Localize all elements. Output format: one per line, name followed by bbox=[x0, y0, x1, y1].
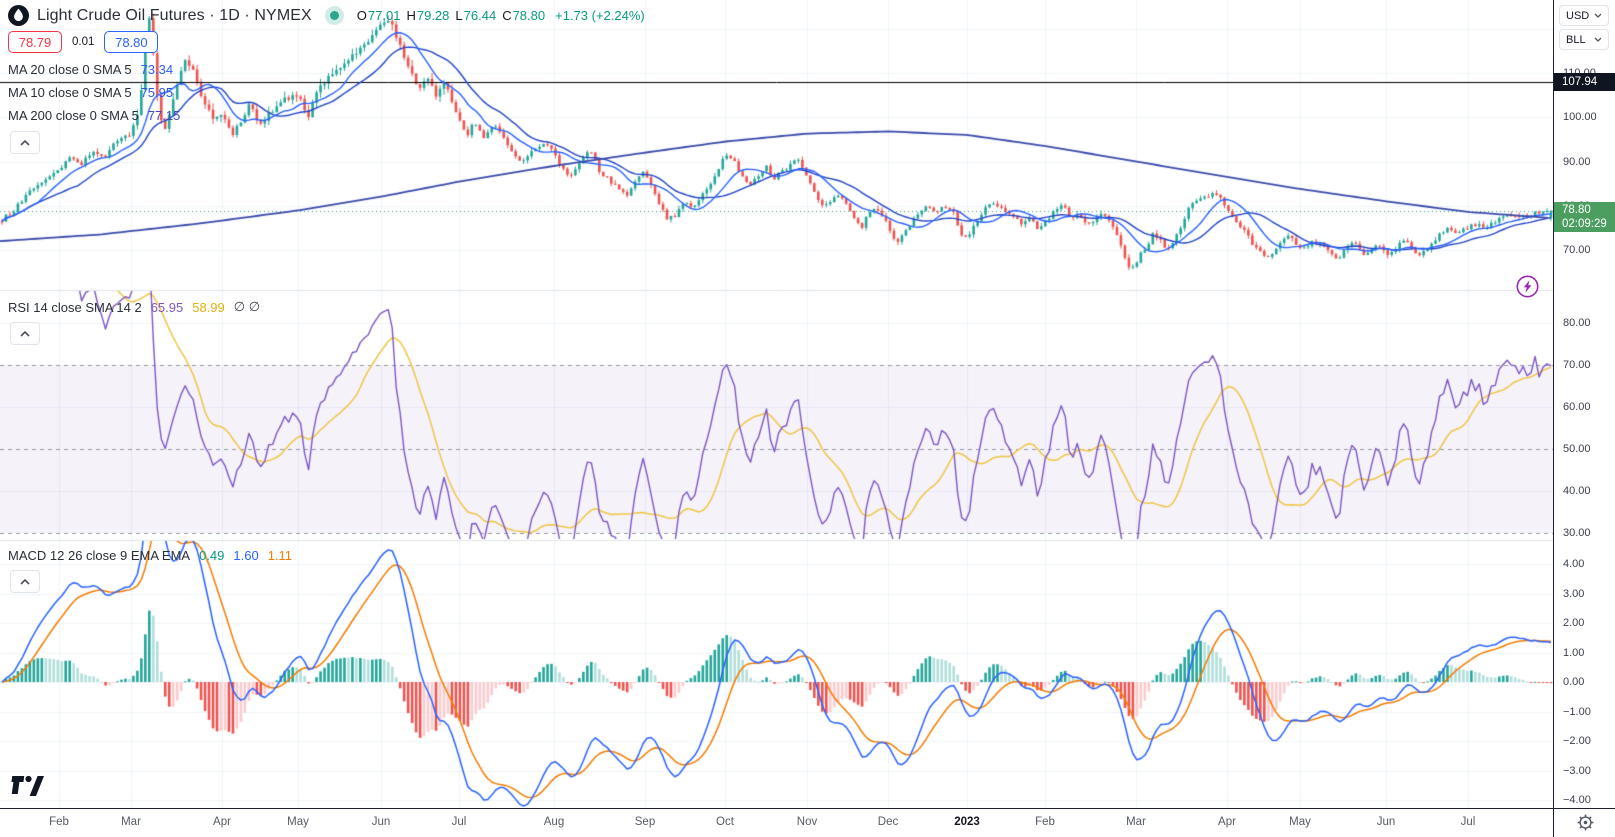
ma20-legend[interactable]: MA 20 close 0 SMA 5 73.34 bbox=[8, 62, 173, 77]
low-value: 76.44 bbox=[463, 8, 497, 23]
price-axis[interactable]: USD BLL 110.00100.0090.0080.0070.0080.00… bbox=[1553, 0, 1615, 808]
price-axis-label: 70.00 bbox=[1563, 359, 1591, 371]
rsi-ma-value: 58.99 bbox=[192, 299, 225, 315]
tradingview-logo-icon[interactable] bbox=[10, 774, 44, 796]
market-status-icon[interactable] bbox=[329, 11, 339, 20]
ma20-label: MA 20 close 0 SMA 5 bbox=[8, 62, 132, 77]
ma200-label: MA 200 close 0 SMA 5 bbox=[8, 108, 139, 123]
time-axis-label: Mar bbox=[1126, 816, 1146, 828]
price-axis-label: 50.00 bbox=[1563, 443, 1591, 455]
time-axis-label: Jun bbox=[371, 816, 391, 828]
symbol-title[interactable]: Light Crude Oil Futures · 1D · NYMEX bbox=[37, 6, 312, 24]
time-axis-label: Dec bbox=[877, 816, 899, 828]
price-axis-label: 80.00 bbox=[1563, 317, 1591, 329]
ma10-legend[interactable]: MA 10 close 0 SMA 5 75.95 bbox=[8, 85, 173, 100]
rsi-legend[interactable]: RSI 14 close SMA 14 2 65.95 58.99 ∅ ∅ bbox=[8, 299, 260, 315]
rsi-label: RSI 14 close SMA 14 2 bbox=[8, 299, 142, 315]
time-axis-label: Oct bbox=[716, 816, 734, 828]
time-axis-label: Feb bbox=[49, 816, 69, 828]
ma200-legend[interactable]: MA 200 close 0 SMA 5 77.15 bbox=[8, 108, 180, 123]
high-label: H bbox=[406, 8, 416, 23]
unit-value: BLL bbox=[1566, 33, 1586, 46]
symbol-header: Light Crude Oil Futures · 1D · NYMEX O77… bbox=[8, 5, 645, 26]
lightning-icon bbox=[1516, 275, 1539, 298]
price-axis-label: 30.00 bbox=[1563, 527, 1591, 539]
chart-canvas[interactable] bbox=[0, 0, 1553, 808]
open-label: O bbox=[356, 8, 367, 23]
price-axis-label: −3.00 bbox=[1563, 764, 1591, 777]
time-axis-label: 2023 bbox=[954, 816, 980, 828]
macd-signal-value: 1.11 bbox=[267, 548, 293, 563]
price-axis-label: 4.00 bbox=[1563, 558, 1585, 570]
macd-hist-value: 0.49 bbox=[199, 548, 225, 563]
gear-icon[interactable] bbox=[1577, 814, 1594, 831]
time-axis-label: Mar bbox=[121, 816, 141, 828]
rsi-panel-collapse-button[interactable] bbox=[10, 322, 40, 345]
time-axis-label: Jul bbox=[1460, 816, 1476, 828]
change-value: +1.73 (+2.24%) bbox=[555, 8, 645, 23]
ohlc-values: O77.01 H79.28 L76.44 C78.80 +1.73 (+2.24… bbox=[357, 8, 645, 23]
high-value: 79.28 bbox=[416, 8, 450, 23]
price-axis-label: 70.00 bbox=[1563, 244, 1591, 256]
axis-corner bbox=[1553, 808, 1615, 837]
low-label: L bbox=[455, 8, 463, 23]
price-axis-label: 60.00 bbox=[1563, 401, 1591, 413]
price-axis-label: 90.00 bbox=[1563, 155, 1591, 168]
last-price: 78.80 bbox=[1562, 204, 1591, 217]
buy-button[interactable]: 78.80 bbox=[104, 31, 159, 53]
symbol-logo-icon bbox=[8, 5, 29, 26]
close-value: 78.80 bbox=[512, 8, 546, 23]
price-axis-label: 2.00 bbox=[1563, 617, 1585, 629]
price-axis-label: −1.00 bbox=[1563, 705, 1591, 718]
currency-value: USD bbox=[1566, 9, 1590, 22]
price-axis-label: 1.00 bbox=[1563, 646, 1585, 659]
time-axis-label: May bbox=[287, 816, 309, 828]
time-axis-label: Sep bbox=[634, 816, 656, 828]
trade-buttons: 78.79 0.01 78.80 bbox=[8, 31, 159, 53]
spread-value: 0.01 bbox=[72, 36, 95, 48]
ma10-value: 75.95 bbox=[140, 85, 174, 100]
time-axis-label: May bbox=[1289, 816, 1311, 828]
price-axis-label: 0.00 bbox=[1563, 676, 1585, 688]
price-axis-label: −2.00 bbox=[1563, 735, 1591, 747]
price-axis-label: 100.00 bbox=[1563, 111, 1597, 124]
time-axis[interactable]: Feb Mar Apr May Jun Jul Aug Sep Oct Nov Dec 2023 Feb… bbox=[0, 808, 1615, 837]
currency-dropdown[interactable]: USD bbox=[1559, 5, 1609, 26]
time-axis-label: Apr bbox=[213, 816, 231, 828]
time-axis-label: Jun bbox=[1376, 816, 1396, 828]
price-axis-label: −4.00 bbox=[1563, 794, 1591, 806]
chevron-up-icon bbox=[20, 139, 30, 146]
ma20-value: 73.34 bbox=[140, 62, 174, 77]
time-axis-label: Feb bbox=[1035, 816, 1055, 828]
close-label: C bbox=[502, 8, 512, 23]
fast-trade-button[interactable] bbox=[1516, 275, 1539, 298]
macd-panel-collapse-button[interactable] bbox=[10, 570, 40, 593]
time-axis-label: Jul bbox=[451, 816, 467, 828]
rsi-value: 65.95 bbox=[150, 299, 184, 315]
chevron-up-icon bbox=[20, 330, 30, 337]
time-axis-label: Apr bbox=[1218, 816, 1236, 828]
macd-label: MACD 12 26 close 9 EMA EMA bbox=[8, 548, 191, 563]
chevron-down-icon bbox=[1594, 13, 1602, 18]
sell-button[interactable]: 78.79 bbox=[8, 31, 62, 53]
price-axis-label: 3.00 bbox=[1563, 587, 1585, 600]
countdown: 02:09:29 bbox=[1562, 218, 1607, 231]
rsi-extra-values: ∅ ∅ bbox=[233, 299, 261, 314]
chevron-down-icon bbox=[1594, 37, 1602, 42]
last-price-badge: 78.80 02:09:29 bbox=[1554, 202, 1615, 233]
main-panel-collapse-button[interactable] bbox=[10, 131, 40, 154]
open-value: 77.01 bbox=[367, 8, 401, 23]
unit-dropdown[interactable]: BLL bbox=[1559, 29, 1609, 50]
macd-legend[interactable]: MACD 12 26 close 9 EMA EMA 0.49 1.60 1.1… bbox=[8, 548, 292, 563]
time-axis-label: Nov bbox=[796, 816, 818, 828]
ma200-value: 77.15 bbox=[147, 108, 181, 123]
level-price-badge: 107.94 bbox=[1554, 73, 1615, 92]
ma10-label: MA 10 close 0 SMA 5 bbox=[8, 85, 132, 100]
macd-line-value: 1.60 bbox=[233, 548, 259, 563]
price-axis-label: 40.00 bbox=[1563, 485, 1591, 497]
time-axis-label: Aug bbox=[543, 816, 565, 828]
chevron-up-icon bbox=[20, 578, 30, 585]
